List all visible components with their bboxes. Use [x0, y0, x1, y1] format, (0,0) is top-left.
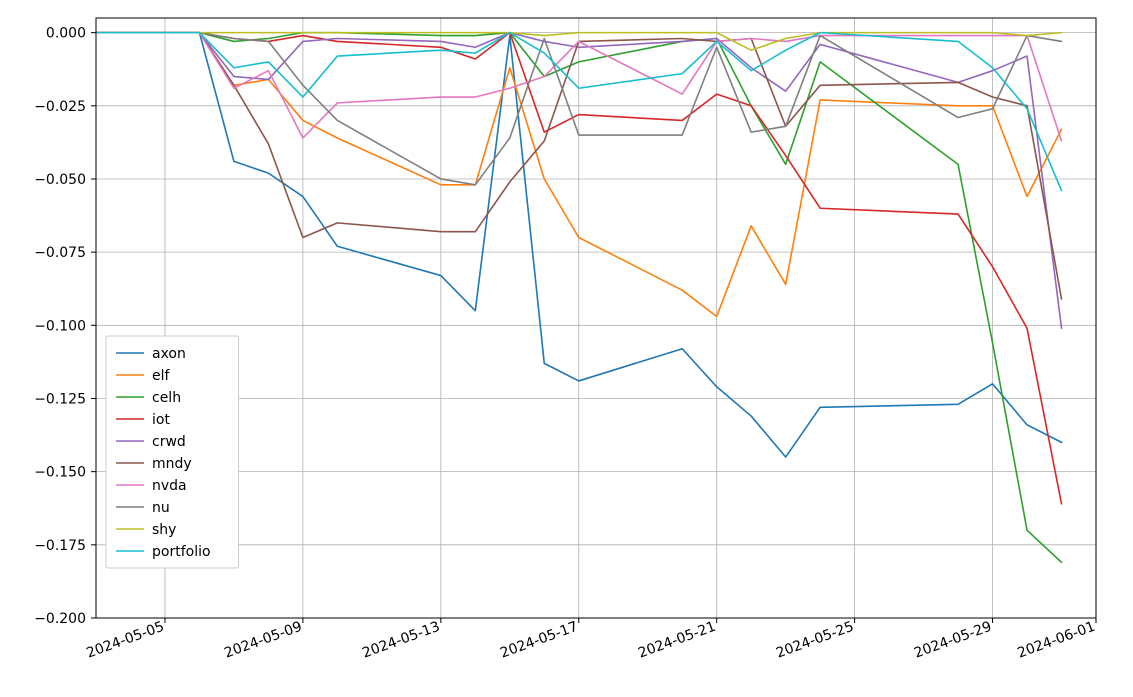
- legend-label: shy: [152, 522, 176, 538]
- y-tick-label: −0.075: [34, 245, 86, 261]
- y-tick-label: −0.175: [34, 538, 86, 554]
- legend-label: axon: [152, 346, 186, 362]
- legend: axon elf celh iot crwd mndy nvda nu shy portfolio: [106, 336, 239, 568]
- legend-label: mndy: [152, 456, 192, 472]
- chart-svg: 2024-05-052024-05-092024-05-132024-05-17…: [0, 0, 1133, 693]
- legend-label: elf: [152, 368, 171, 384]
- y-tick-label: −0.025: [34, 99, 86, 115]
- y-tick-label: −0.125: [34, 391, 86, 407]
- y-tick-label: −0.150: [34, 465, 86, 481]
- legend-label: iot: [152, 412, 170, 428]
- y-tick-label: −0.200: [34, 611, 86, 627]
- legend-label: celh: [152, 390, 181, 406]
- line-chart: 2024-05-052024-05-092024-05-132024-05-17…: [0, 0, 1133, 697]
- y-tick-label: −0.100: [34, 318, 86, 334]
- legend-label: nvda: [152, 478, 187, 494]
- y-tick-label: 0.000: [46, 26, 86, 42]
- legend-label: nu: [152, 500, 170, 516]
- legend-label: crwd: [152, 434, 186, 450]
- legend-label: portfolio: [152, 544, 211, 560]
- y-tick-label: −0.050: [34, 172, 86, 188]
